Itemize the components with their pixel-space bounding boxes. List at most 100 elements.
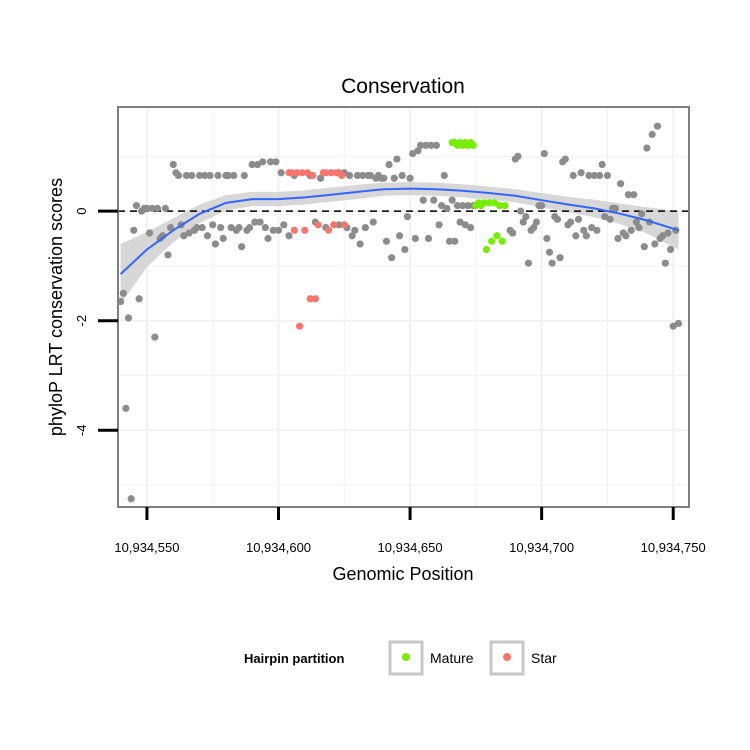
data-point-other bbox=[566, 218, 575, 226]
data-point-other bbox=[245, 223, 254, 232]
data-point-other bbox=[359, 171, 367, 180]
data-point-other bbox=[401, 245, 409, 254]
data-point-star bbox=[288, 169, 296, 177]
x-tick-label: 10,934,700 bbox=[509, 540, 574, 555]
data-point-mature bbox=[495, 202, 504, 210]
data-point-other bbox=[219, 234, 227, 243]
y-axis: 0 -2 -4 bbox=[74, 207, 118, 436]
y-axis-title: phyloP LRT conservation scores bbox=[46, 178, 66, 436]
data-point-other bbox=[356, 240, 364, 248]
data-point-other bbox=[648, 130, 656, 138]
data-point-other bbox=[130, 226, 138, 234]
x-tick-label: 10,934,750 bbox=[641, 540, 706, 555]
data-point-mature bbox=[485, 199, 493, 207]
legend-title: Hairpin partition bbox=[244, 651, 344, 666]
data-point-other bbox=[448, 196, 456, 204]
data-point-other bbox=[174, 171, 183, 180]
data-point-other bbox=[414, 147, 422, 155]
data-point-other bbox=[164, 251, 172, 259]
chart-title: Conservation bbox=[341, 75, 465, 98]
data-point-other bbox=[580, 226, 588, 234]
data-point-other bbox=[417, 141, 425, 149]
data-point-mature bbox=[501, 202, 509, 210]
data-point-other bbox=[661, 259, 669, 267]
data-point-other bbox=[398, 171, 406, 180]
data-point-other bbox=[395, 232, 404, 240]
data-point-other bbox=[195, 171, 204, 180]
data-point-other bbox=[430, 196, 438, 204]
data-point-other bbox=[582, 232, 590, 240]
data-point-other bbox=[585, 171, 593, 180]
x-tick-label: 10,934,600 bbox=[246, 540, 311, 555]
data-point-other bbox=[209, 221, 217, 229]
data-point-other bbox=[543, 234, 551, 243]
legend-marker-star bbox=[503, 653, 511, 661]
data-point-other bbox=[153, 204, 162, 212]
data-point-other bbox=[632, 218, 640, 226]
data-point-other bbox=[524, 259, 533, 267]
data-point-other bbox=[198, 223, 206, 232]
data-point-other bbox=[545, 248, 554, 256]
data-point-other bbox=[127, 495, 135, 503]
data-point-star bbox=[327, 169, 335, 177]
data-point-other bbox=[419, 196, 427, 204]
data-point-other bbox=[124, 314, 133, 322]
data-point-other bbox=[280, 221, 288, 229]
data-point-other bbox=[540, 149, 548, 158]
data-point-other bbox=[464, 202, 472, 210]
data-point-other bbox=[624, 191, 633, 199]
data-point-other bbox=[666, 245, 675, 254]
data-point-other bbox=[230, 171, 238, 180]
data-point-other bbox=[664, 229, 672, 237]
data-point-mature bbox=[493, 232, 501, 240]
data-point-star bbox=[311, 295, 319, 303]
data-point-other bbox=[167, 223, 175, 232]
data-point-mature bbox=[498, 237, 506, 245]
data-point-other bbox=[235, 223, 243, 232]
data-point-other bbox=[385, 160, 393, 169]
data-point-other bbox=[432, 141, 440, 149]
data-point-other bbox=[598, 160, 606, 169]
data-point-other bbox=[335, 221, 343, 229]
data-point-star bbox=[340, 221, 348, 229]
data-points bbox=[117, 122, 683, 503]
data-point-other bbox=[443, 204, 451, 212]
x-tick-label: 10,934,550 bbox=[114, 540, 179, 555]
legend-label-mature: Mature bbox=[430, 650, 474, 666]
y-tick-label: 0 bbox=[74, 207, 89, 214]
data-point-other bbox=[643, 144, 651, 152]
data-point-other bbox=[256, 218, 264, 226]
data-point-other bbox=[406, 174, 414, 182]
data-point-other bbox=[135, 295, 143, 303]
data-point-other bbox=[590, 171, 598, 180]
data-point-star bbox=[309, 171, 317, 180]
data-point-other bbox=[548, 259, 556, 267]
data-point-other bbox=[616, 180, 625, 188]
y-tick-label: -2 bbox=[74, 315, 89, 327]
data-point-other bbox=[169, 160, 177, 169]
data-point-other bbox=[593, 226, 601, 234]
data-point-other bbox=[435, 221, 443, 229]
y-tick-label: -4 bbox=[74, 425, 89, 437]
data-point-other bbox=[572, 232, 580, 240]
data-point-other bbox=[445, 237, 454, 245]
data-point-star bbox=[295, 322, 304, 330]
data-point-other bbox=[424, 234, 433, 243]
data-point-other bbox=[272, 158, 280, 166]
data-point-other bbox=[440, 171, 448, 180]
data-point-other bbox=[382, 237, 390, 245]
data-point-other bbox=[595, 171, 604, 180]
data-point-other bbox=[248, 160, 256, 169]
data-point-other bbox=[577, 169, 585, 177]
data-point-other bbox=[451, 237, 459, 245]
data-point-other bbox=[622, 232, 630, 240]
data-point-other bbox=[603, 171, 612, 180]
data-point-star bbox=[290, 226, 298, 234]
data-point-other bbox=[251, 218, 259, 226]
data-point-other bbox=[614, 234, 622, 243]
data-point-other bbox=[674, 319, 683, 328]
data-point-other bbox=[369, 218, 377, 226]
legend: Hairpin partition Mature Star bbox=[244, 640, 557, 676]
x-axis-title: Genomic Position bbox=[332, 564, 473, 584]
